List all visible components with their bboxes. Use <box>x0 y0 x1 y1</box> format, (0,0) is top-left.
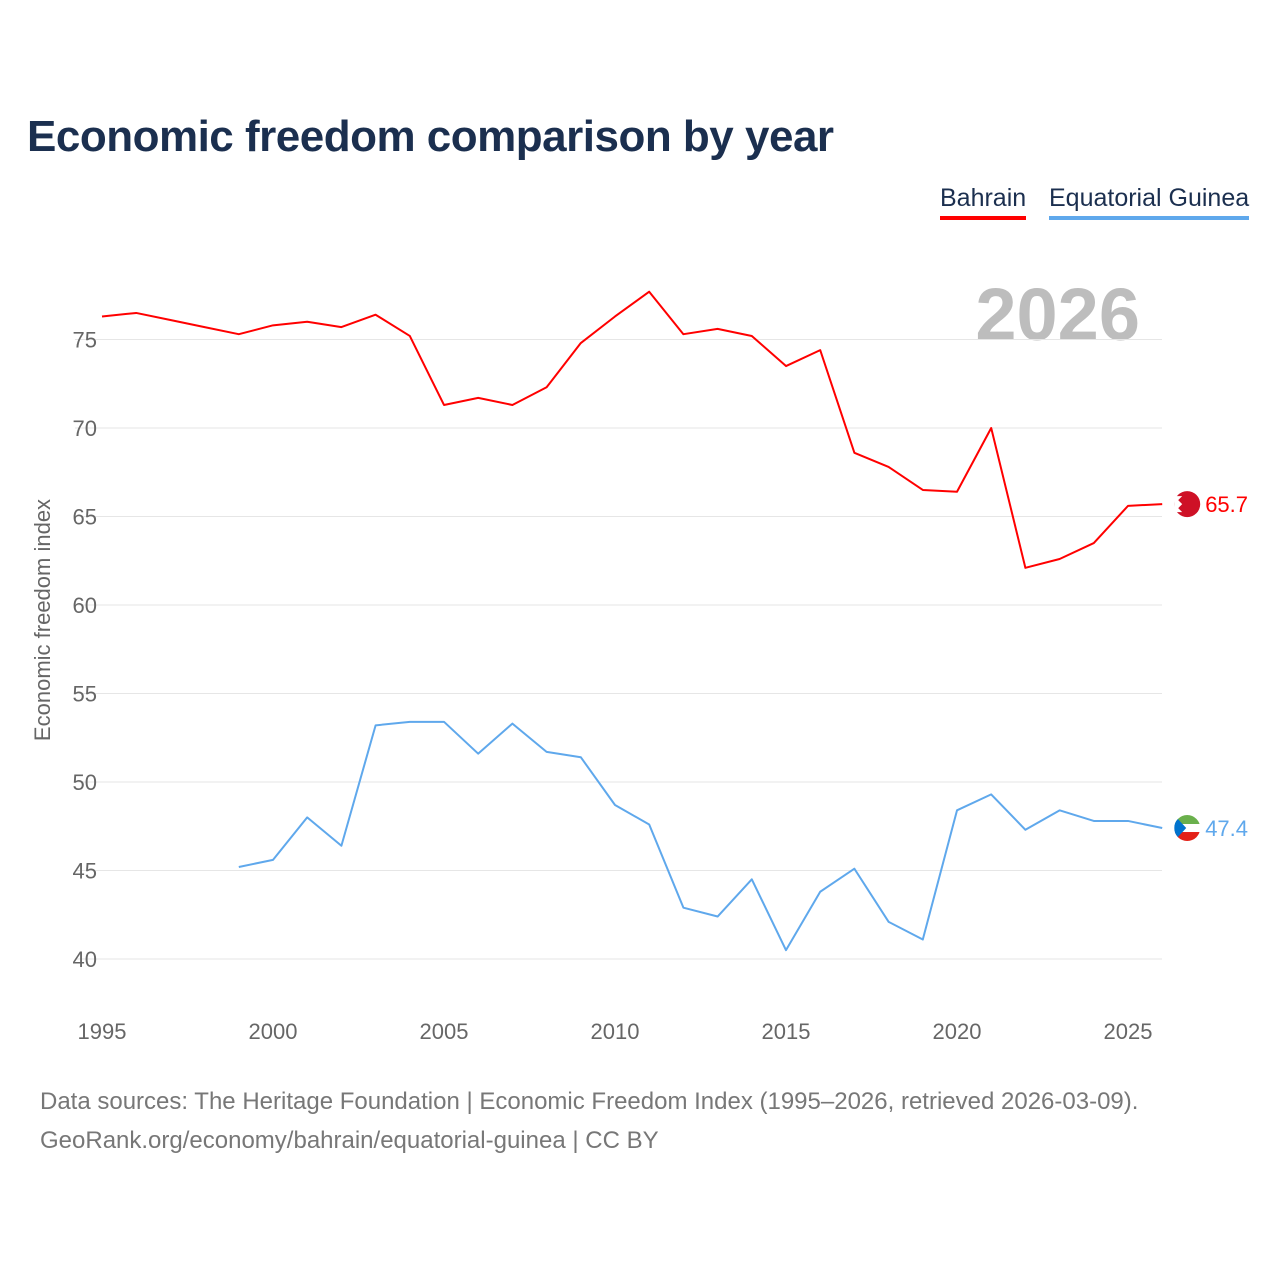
end-value-label: 47.4 <box>1205 816 1248 841</box>
y-axis-label: Economic freedom index <box>30 499 55 741</box>
legend-item-equatorial-guinea[interactable]: Equatorial Guinea <box>1049 184 1250 220</box>
y-tick-label: 55 <box>73 682 97 707</box>
x-tick-label: 2020 <box>933 1019 982 1044</box>
series-line-equatorial-guinea <box>238 720 1163 952</box>
series-line-bahrain <box>101 290 1163 569</box>
eq-guinea-flag-white <box>1174 824 1201 833</box>
x-tick-label: 2005 <box>420 1019 469 1044</box>
x-tick-label: 2000 <box>249 1019 298 1044</box>
footer-link[interactable]: GeoRank.org/economy/bahrain/equatorial-g… <box>40 1127 659 1154</box>
x-tick-label: 2015 <box>762 1019 811 1044</box>
eq-guinea-flag-triangle <box>1174 815 1187 842</box>
y-tick-label: 40 <box>73 947 97 972</box>
end-value-label: 65.7 <box>1205 492 1248 517</box>
eq-guinea-flag-red <box>1174 832 1201 842</box>
x-tick-label: 2010 <box>591 1019 640 1044</box>
y-tick-label: 50 <box>73 770 97 795</box>
year-watermark: 2026 <box>975 273 1140 356</box>
x-tick-label: 1995 <box>78 1019 127 1044</box>
x-tick-label: 2025 <box>1104 1019 1153 1044</box>
eq-guinea-flag-icon <box>1174 815 1201 825</box>
chart-title: Economic freedom comparison by year <box>27 112 834 161</box>
y-tick-label: 45 <box>73 859 97 884</box>
y-tick-label: 70 <box>73 416 97 441</box>
y-tick-label: 60 <box>73 593 97 618</box>
legend-item-bahrain[interactable]: Bahrain <box>940 184 1027 220</box>
y-tick-label: 75 <box>73 328 97 353</box>
y-tick-label: 65 <box>73 505 97 530</box>
bahrain-flag-white-band <box>1174 496 1183 513</box>
footer-sources: Data sources: The Heritage Foundation | … <box>40 1088 1139 1115</box>
